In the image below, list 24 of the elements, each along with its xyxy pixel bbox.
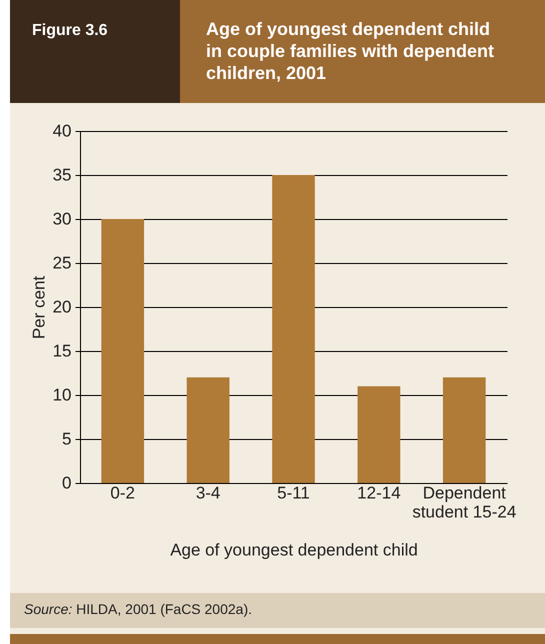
x-tick-label: 0-2: [110, 484, 135, 502]
y-tick-label: 10: [52, 386, 72, 404]
y-tick-label: 30: [52, 210, 72, 228]
y-tick-label: 35: [52, 166, 72, 184]
x-tick-label: 3-4: [196, 484, 220, 502]
bar: [442, 377, 486, 483]
bar: [358, 386, 400, 483]
bar: [186, 377, 230, 483]
y-tick-label: 5: [62, 430, 72, 448]
y-tick-label: 40: [52, 122, 72, 140]
x-axis-title: Age of youngest dependent child: [170, 540, 418, 560]
x-tick-label: Dependent student 15-24: [412, 484, 516, 522]
x-tick-label: 12-14: [357, 484, 401, 502]
y-tick-label: 15: [52, 342, 72, 360]
y-axis-title: Per cent: [30, 276, 49, 340]
y-tick-label: 25: [52, 254, 72, 272]
y-tick-label: 20: [52, 298, 72, 316]
chart-title: Age of youngest dependent child in couple families with dependent children, 2001: [206, 18, 496, 84]
bar: [101, 219, 144, 483]
y-tick-label: 0: [62, 474, 72, 492]
bar: [272, 175, 315, 483]
caption: Figure 3.6: [32, 22, 108, 40]
source-note: Source: HILDA, 2001 (FaCS 2002a).: [10, 593, 545, 628]
x-tick-label: 5-11: [277, 484, 310, 502]
